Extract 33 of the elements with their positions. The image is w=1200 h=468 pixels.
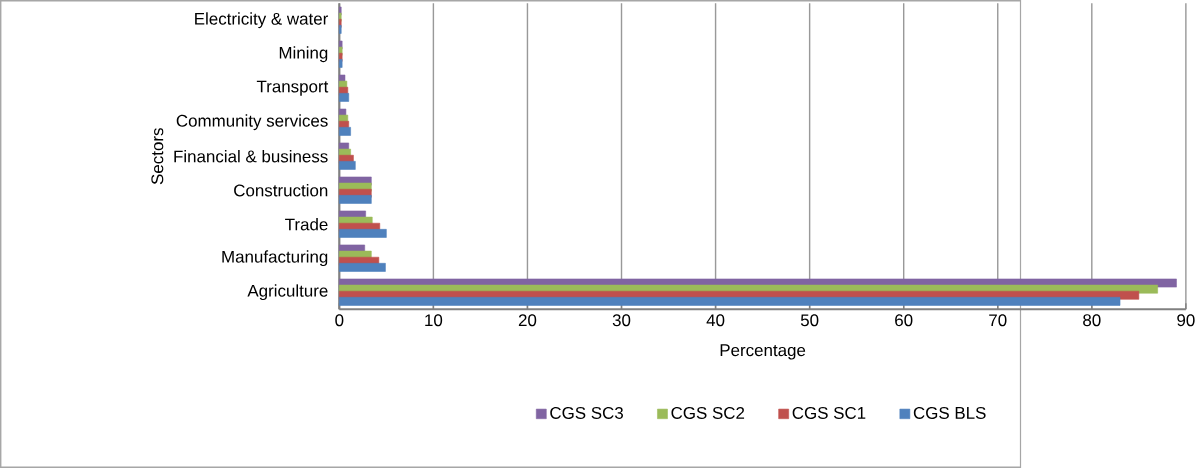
bar xyxy=(339,229,387,238)
x-tick-label: 30 xyxy=(612,314,631,327)
bar xyxy=(339,297,1121,306)
x-tick-label: 10 xyxy=(425,314,443,327)
x-tick-label: 70 xyxy=(989,314,1007,327)
y-tick-label: Trade xyxy=(285,218,328,231)
y-axis-title: Sectors xyxy=(151,128,164,185)
legend-label: CGS SC2 xyxy=(671,406,745,419)
x-tick-label: 40 xyxy=(706,314,725,327)
x-tick-label: 50 xyxy=(800,314,819,327)
y-tick-label: Agriculture xyxy=(247,284,328,301)
bar xyxy=(339,161,356,170)
legend-label: CGS SC3 xyxy=(550,406,623,419)
y-tick-label: Financial & business xyxy=(174,150,328,163)
x-tick-label: 0 xyxy=(335,314,344,327)
x-axis-title: Percentage xyxy=(720,344,806,360)
y-tick-label: Manufacturing xyxy=(222,250,328,267)
y-tick-label: Transport xyxy=(256,80,329,96)
y-tick-label: Electricity & water xyxy=(195,12,329,29)
bar xyxy=(339,263,386,272)
bar xyxy=(339,93,350,102)
x-tick-label: 80 xyxy=(1083,314,1101,327)
x-tick-label: 90 xyxy=(1177,314,1195,327)
legend-label: CGS BLS xyxy=(913,406,986,419)
bar xyxy=(339,195,372,204)
x-tick-label: 60 xyxy=(895,314,913,327)
bar xyxy=(339,59,343,68)
bar xyxy=(339,127,351,136)
y-tick-label: Community services xyxy=(176,114,328,131)
y-tick-label: Construction xyxy=(234,184,328,197)
legend-label: CGS SC1 xyxy=(792,406,866,419)
y-tick-label: Mining xyxy=(279,46,328,63)
x-tick-label: 20 xyxy=(518,314,537,327)
